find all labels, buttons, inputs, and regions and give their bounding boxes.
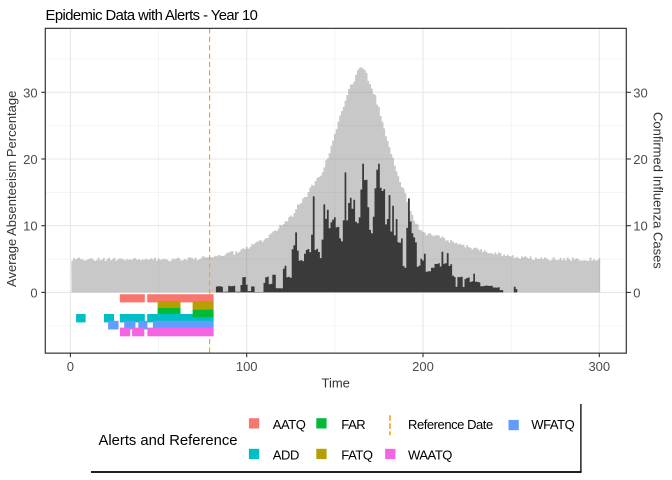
svg-text:20: 20 — [633, 152, 647, 167]
svg-text:FAR: FAR — [341, 417, 365, 432]
svg-text:WFATQ: WFATQ — [531, 417, 574, 432]
svg-text:0: 0 — [67, 359, 74, 374]
svg-text:0: 0 — [633, 285, 640, 300]
svg-text:300: 300 — [588, 359, 610, 374]
svg-text:FATQ: FATQ — [341, 447, 373, 462]
svg-text:Time: Time — [321, 375, 349, 390]
svg-text:Reference Date: Reference Date — [408, 417, 493, 432]
svg-text:Confirmed Influenza Cases: Confirmed Influenza Cases — [651, 112, 666, 269]
svg-text:ADD: ADD — [273, 447, 299, 462]
svg-text:AATQ: AATQ — [273, 417, 306, 432]
svg-text:0: 0 — [30, 285, 37, 300]
svg-text:Average Absenteeism Percentage: Average Absenteeism Percentage — [4, 91, 19, 287]
svg-text:30: 30 — [633, 85, 647, 100]
svg-text:200: 200 — [412, 359, 434, 374]
svg-text:Alerts and Reference: Alerts and Reference — [99, 433, 238, 449]
svg-text:100: 100 — [236, 359, 258, 374]
svg-text:Epidemic Data with Alerts - Ye: Epidemic Data with Alerts - Year 10 — [46, 8, 258, 24]
svg-text:10: 10 — [633, 219, 647, 234]
svg-text:30: 30 — [23, 85, 37, 100]
svg-text:10: 10 — [23, 219, 37, 234]
svg-text:20: 20 — [23, 152, 37, 167]
svg-text:WAATQ: WAATQ — [408, 447, 452, 462]
